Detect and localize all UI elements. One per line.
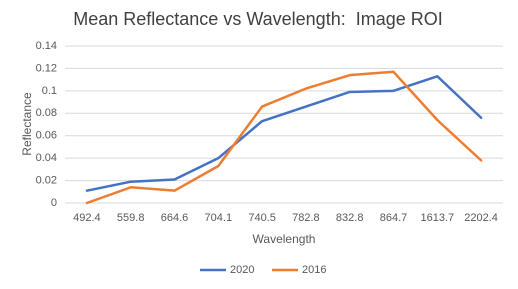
y-axis-title: Reflectance — [20, 92, 34, 156]
x-tick-label: 559.8 — [117, 212, 145, 224]
x-axis-title: Wavelength — [253, 232, 316, 246]
y-tick-label: 0 — [51, 197, 57, 209]
x-tick-label: 1613.7 — [420, 212, 454, 224]
y-tick-label: 0.02 — [36, 174, 57, 186]
y-tick-label: 0.12 — [36, 62, 57, 74]
y-tick-label: 0.14 — [36, 40, 57, 52]
x-tick-label: 664.6 — [161, 212, 189, 224]
data-line — [85, 75, 483, 192]
x-tick-label: 2202.4 — [464, 212, 498, 224]
x-tick-label: 492.4 — [73, 212, 101, 224]
x-tick-label: 864.7 — [380, 212, 408, 224]
legend-label: 2020 — [230, 264, 254, 276]
chart-title: Mean Reflectance vs Wavelength: Image RO… — [73, 9, 443, 29]
x-tick-label: 740.5 — [248, 212, 276, 224]
y-tick-label: 0.08 — [36, 107, 57, 119]
data-line — [85, 70, 483, 205]
y-tick-label: 0.04 — [36, 152, 57, 164]
x-tick-label: 832.8 — [336, 212, 364, 224]
y-tick-label: 0.06 — [36, 130, 57, 142]
y-tick-label: 0.1 — [42, 85, 57, 97]
x-tick-label: 704.1 — [205, 212, 233, 224]
x-tick-label: 782.8 — [292, 212, 320, 224]
legend-label: 2016 — [302, 264, 326, 276]
